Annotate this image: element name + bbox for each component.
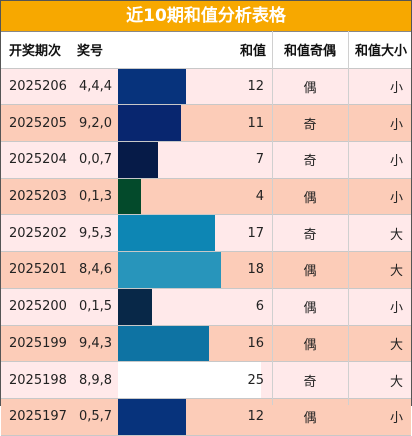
table-row: 2025203 0,1,3 4 偶 小: [1, 178, 411, 216]
issue-cell: 2025204: [9, 152, 67, 168]
issue-cell: 2025206: [9, 79, 67, 95]
parity-cell: 奇: [303, 374, 317, 390]
size-cell: 小: [389, 154, 403, 170]
column-separator: [272, 31, 273, 405]
numbers-cell: 9,2,0: [79, 115, 113, 131]
table-row: 2025205 9,2,0 11 奇 小: [1, 105, 411, 143]
table-row: 2025198 8,9,8 25 奇 大: [1, 362, 411, 399]
table-body: 2025206 4,4,4 12 偶小 2025205 9,2,0 11 奇小 2025204 0…: [1, 68, 411, 436]
issue-cell: 2025205: [9, 115, 67, 131]
numbers-cell: 9,5,3: [79, 225, 113, 241]
sum-cell: 18: [247, 262, 264, 278]
sum-bar: [118, 105, 181, 142]
parity-cell: 偶: [303, 301, 317, 317]
issue-cell: 2025197: [9, 409, 67, 425]
parity-cell: 奇: [303, 117, 317, 133]
sum-cell: 12: [247, 79, 264, 95]
header-issue: 开奖期次: [9, 44, 62, 60]
numbers-cell: 0,5,7: [79, 409, 113, 425]
sum-bar: [118, 215, 215, 252]
sum-cell: 6: [255, 299, 264, 315]
numbers-cell: 0,1,5: [79, 299, 113, 315]
size-cell: 小: [389, 81, 403, 97]
table-row: 2025206 4,4,4 12 偶 小: [1, 68, 411, 106]
numbers-cell: 8,4,6: [79, 262, 113, 278]
sum-bar: [118, 178, 141, 215]
parity-cell: 偶: [303, 81, 317, 97]
numbers-cell: 4,4,4: [79, 79, 113, 95]
sum-cell: 12: [247, 409, 264, 425]
header-sum: 和值: [239, 44, 266, 60]
header-row: 开奖期次 奖号 和值 和值奇偶 和值大小: [1, 32, 411, 69]
sum-cell: 4: [255, 189, 264, 205]
sum-bar: [118, 288, 153, 325]
parity-cell: 偶: [303, 191, 317, 207]
parity-cell: 偶: [303, 411, 317, 427]
issue-cell: 2025200: [9, 299, 67, 315]
issue-cell: 2025203: [9, 189, 67, 205]
sum-bar: [118, 252, 221, 288]
parity-cell: 奇: [303, 154, 317, 170]
numbers-cell: 0,1,3: [79, 189, 113, 205]
size-cell: 小: [389, 301, 403, 317]
numbers-cell: 8,9,8: [79, 372, 113, 388]
size-cell: 大: [389, 337, 403, 353]
issue-cell: 2025198: [9, 372, 67, 388]
sum-cell: 16: [247, 335, 264, 351]
column-separator: [348, 31, 349, 405]
sum-bar: [118, 142, 158, 178]
table-row: 2025197 0,5,7 12 偶 小: [1, 398, 411, 436]
issue-cell: 2025199: [9, 335, 67, 351]
parity-cell: 偶: [303, 264, 317, 280]
issue-cell: 2025202: [9, 225, 67, 241]
sum-bar: [118, 68, 187, 105]
header-parity: 和值奇偶: [283, 44, 336, 60]
size-cell: 小: [389, 191, 403, 207]
size-cell: 大: [389, 264, 403, 280]
size-cell: 小: [389, 117, 403, 133]
numbers-cell: 0,0,7: [79, 152, 113, 168]
size-cell: 小: [389, 411, 403, 427]
table-row: 2025204 0,0,7 7 奇 小: [1, 142, 411, 179]
table-title: 近10期和值分析表格: [1, 1, 411, 32]
sum-cell: 25: [247, 372, 264, 388]
table-row: 2025200 0,1,5 6 偶 小: [1, 288, 411, 326]
table-row: 2025201 8,4,6 18 偶 大: [1, 252, 411, 289]
header-numbers: 奖号: [77, 44, 104, 60]
header-size: 和值大小: [354, 44, 407, 60]
sum-bar: [118, 362, 261, 398]
table-row: 2025202 9,5,3 17 奇 大: [1, 215, 411, 253]
sum-cell: 11: [247, 115, 264, 131]
parity-cell: 奇: [303, 227, 317, 243]
size-cell: 大: [389, 374, 403, 390]
table-row: 2025199 9,4,3 16 偶 大: [1, 325, 411, 363]
sum-cell: 17: [247, 225, 264, 241]
issue-cell: 2025201: [9, 262, 67, 278]
parity-cell: 偶: [303, 337, 317, 353]
sum-cell: 7: [255, 152, 264, 168]
size-cell: 大: [389, 227, 403, 243]
numbers-cell: 9,4,3: [79, 335, 113, 351]
sum-bar: [118, 325, 210, 362]
